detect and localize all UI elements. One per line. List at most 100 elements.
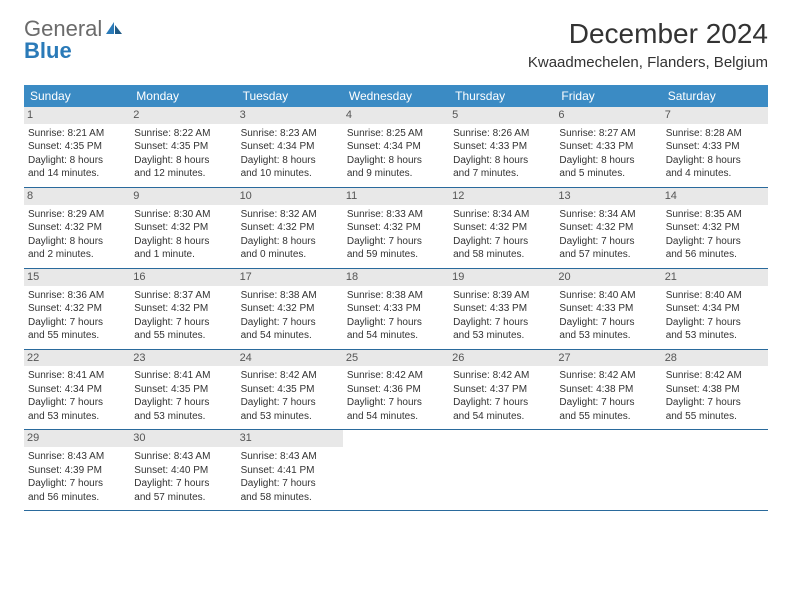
sunset-line: Sunset: 4:34 PM xyxy=(666,302,764,316)
day-cell: 3Sunrise: 8:23 AMSunset: 4:34 PMDaylight… xyxy=(237,107,343,187)
sunrise-line: Sunrise: 8:29 AM xyxy=(28,208,126,222)
logo: General Blue xyxy=(24,18,124,62)
sunset-line: Sunset: 4:35 PM xyxy=(134,140,232,154)
day-cell: 2 Sunrise: 8:22 AMSunset: 4:35 PMDaylight… xyxy=(130,107,236,187)
page-header: General Blue December 2024 Kwaadmechelen… xyxy=(24,18,768,71)
daylight-line: Daylight: 7 hours xyxy=(453,316,551,330)
sunset-line: Sunset: 4:32 PM xyxy=(453,221,551,235)
day-cell: 18Sunrise: 8:38 AMSunset: 4:33 PMDayligh… xyxy=(343,269,449,349)
sunrise-line: Sunrise: 8:42 AM xyxy=(666,369,764,383)
day-number: 7 xyxy=(662,107,768,124)
sunrise-line: Sunrise: 8:28 AM xyxy=(666,127,764,141)
day-header-cell: Sunday xyxy=(24,85,130,107)
day-cell: 25Sunrise: 8:42 AMSunset: 4:36 PMDayligh… xyxy=(343,350,449,430)
day-cell: 11Sunrise: 8:33 AMSunset: 4:32 PMDayligh… xyxy=(343,188,449,268)
sunrise-line: Sunrise: 8:26 AM xyxy=(453,127,551,141)
day-number: 4 xyxy=(343,107,449,124)
day-cell: 6Sunrise: 8:27 AMSunset: 4:33 PMDaylight… xyxy=(555,107,661,187)
day-number: 24 xyxy=(237,350,343,367)
day-number: 23 xyxy=(130,350,236,367)
day-cell: 7Sunrise: 8:28 AMSunset: 4:33 PMDaylight… xyxy=(662,107,768,187)
sunrise-line: Sunrise: 8:42 AM xyxy=(453,369,551,383)
day-number: 20 xyxy=(555,269,661,286)
day-cell: 19Sunrise: 8:39 AMSunset: 4:33 PMDayligh… xyxy=(449,269,555,349)
day-number: 1 xyxy=(24,107,130,124)
day-number: 30 xyxy=(130,430,236,447)
sunrise-line: Sunrise: 8:39 AM xyxy=(453,289,551,303)
sunrise-line: Sunrise: 8:34 AM xyxy=(559,208,657,222)
day-number: 31 xyxy=(237,430,343,447)
day-header-cell: Tuesday xyxy=(237,85,343,107)
daylight-line: Daylight: 8 hours xyxy=(28,154,126,168)
day-cell: 14Sunrise: 8:35 AMSunset: 4:32 PMDayligh… xyxy=(662,188,768,268)
week-row: 29Sunrise: 8:43 AMSunset: 4:39 PMDayligh… xyxy=(24,430,768,511)
daylight-line: and 14 minutes. xyxy=(28,167,126,181)
day-cell: 1Sunrise: 8:21 AMSunset: 4:35 PMDaylight… xyxy=(24,107,130,187)
day-number: 25 xyxy=(343,350,449,367)
sunset-line: Sunset: 4:40 PM xyxy=(134,464,232,478)
daylight-line: and 57 minutes. xyxy=(559,248,657,262)
daylight-line: and 57 minutes. xyxy=(134,491,232,505)
weeks-container: 1Sunrise: 8:21 AMSunset: 4:35 PMDaylight… xyxy=(24,107,768,511)
week-row: 1Sunrise: 8:21 AMSunset: 4:35 PMDaylight… xyxy=(24,107,768,188)
day-number: 29 xyxy=(24,430,130,447)
daylight-line: Daylight: 8 hours xyxy=(559,154,657,168)
daylight-line: Daylight: 8 hours xyxy=(134,154,232,168)
daylight-line: and 53 minutes. xyxy=(134,410,232,424)
sunrise-line: Sunrise: 8:22 AM xyxy=(134,127,232,141)
day-cell-empty xyxy=(343,430,449,510)
day-number: 13 xyxy=(555,188,661,205)
sunset-line: Sunset: 4:32 PM xyxy=(28,302,126,316)
sunrise-line: Sunrise: 8:40 AM xyxy=(559,289,657,303)
daylight-line: Daylight: 7 hours xyxy=(559,316,657,330)
sunset-line: Sunset: 4:32 PM xyxy=(134,221,232,235)
daylight-line: and 55 minutes. xyxy=(559,410,657,424)
sunrise-line: Sunrise: 8:38 AM xyxy=(347,289,445,303)
day-cell: 31Sunrise: 8:43 AMSunset: 4:41 PMDayligh… xyxy=(237,430,343,510)
daylight-line: Daylight: 7 hours xyxy=(28,477,126,491)
sunrise-line: Sunrise: 8:30 AM xyxy=(134,208,232,222)
logo-sail-icon xyxy=(104,18,124,40)
sunrise-line: Sunrise: 8:35 AM xyxy=(666,208,764,222)
day-cell: 15Sunrise: 8:36 AMSunset: 4:32 PMDayligh… xyxy=(24,269,130,349)
day-cell: 23Sunrise: 8:41 AMSunset: 4:35 PMDayligh… xyxy=(130,350,236,430)
daylight-line: Daylight: 8 hours xyxy=(347,154,445,168)
daylight-line: Daylight: 8 hours xyxy=(453,154,551,168)
sunrise-line: Sunrise: 8:41 AM xyxy=(134,369,232,383)
week-row: 8Sunrise: 8:29 AMSunset: 4:32 PMDaylight… xyxy=(24,188,768,269)
daylight-line: Daylight: 7 hours xyxy=(666,235,764,249)
daylight-line: and 59 minutes. xyxy=(347,248,445,262)
daylight-line: Daylight: 8 hours xyxy=(134,235,232,249)
day-header-cell: Wednesday xyxy=(343,85,449,107)
location-label: Kwaadmechelen, Flanders, Belgium xyxy=(528,54,768,71)
day-number: 18 xyxy=(343,269,449,286)
day-header-cell: Saturday xyxy=(662,85,768,107)
day-number: 6 xyxy=(555,107,661,124)
day-cell: 12Sunrise: 8:34 AMSunset: 4:32 PMDayligh… xyxy=(449,188,555,268)
daylight-line: Daylight: 7 hours xyxy=(241,316,339,330)
sunset-line: Sunset: 4:35 PM xyxy=(28,140,126,154)
day-cell: 13Sunrise: 8:34 AMSunset: 4:32 PMDayligh… xyxy=(555,188,661,268)
sunrise-line: Sunrise: 8:41 AM xyxy=(28,369,126,383)
daylight-line: and 58 minutes. xyxy=(453,248,551,262)
week-row: 15Sunrise: 8:36 AMSunset: 4:32 PMDayligh… xyxy=(24,269,768,350)
day-number: 10 xyxy=(237,188,343,205)
day-cell: 5Sunrise: 8:26 AMSunset: 4:33 PMDaylight… xyxy=(449,107,555,187)
daylight-line: Daylight: 7 hours xyxy=(453,235,551,249)
daylight-line: Daylight: 7 hours xyxy=(241,477,339,491)
day-number: 2 xyxy=(130,107,236,124)
sunset-line: Sunset: 4:37 PM xyxy=(453,383,551,397)
daylight-line: Daylight: 7 hours xyxy=(559,396,657,410)
day-number: 15 xyxy=(24,269,130,286)
day-cell: 20 Sunrise: 8:40 AMSunset: 4:33 PMDayligh… xyxy=(555,269,661,349)
sunrise-line: Sunrise: 8:42 AM xyxy=(347,369,445,383)
sunset-line: Sunset: 4:41 PM xyxy=(241,464,339,478)
daylight-line: Daylight: 8 hours xyxy=(28,235,126,249)
daylight-line: Daylight: 8 hours xyxy=(241,235,339,249)
sunset-line: Sunset: 4:34 PM xyxy=(28,383,126,397)
sunset-line: Sunset: 4:32 PM xyxy=(347,221,445,235)
sunrise-line: Sunrise: 8:43 AM xyxy=(134,450,232,464)
daylight-line: Daylight: 7 hours xyxy=(134,477,232,491)
sunset-line: Sunset: 4:33 PM xyxy=(559,302,657,316)
daylight-line: Daylight: 8 hours xyxy=(241,154,339,168)
